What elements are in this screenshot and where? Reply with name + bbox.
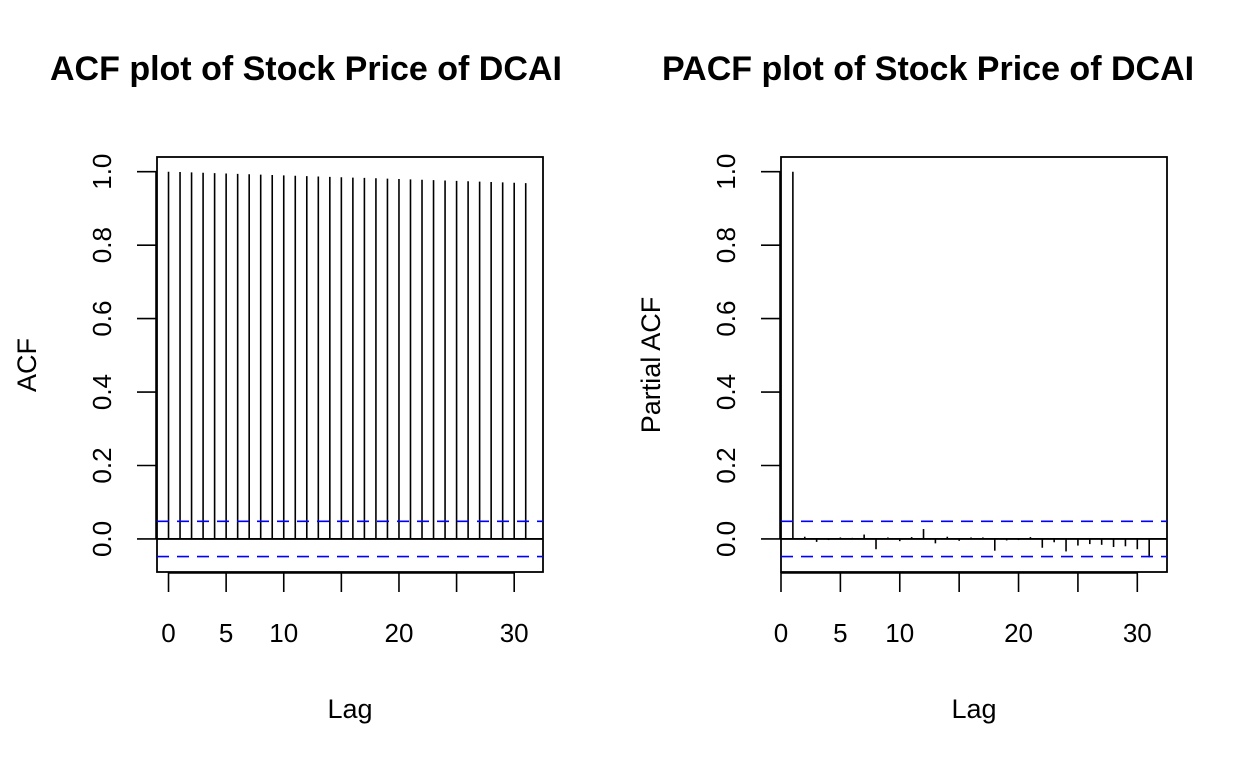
pacf-confidence-lines bbox=[781, 520, 1167, 558]
pacf-x-axis: 0 5 10 20 30 bbox=[774, 572, 1152, 648]
pacf-panel: PACF plot of Stock Price of DCAI 0 5 10 20 3… bbox=[636, 50, 1194, 724]
acf-y-tick-label-3: 0.6 bbox=[87, 301, 117, 337]
acf-y-axis: 0.0 0.2 0.4 0.6 0.8 1.0 bbox=[87, 154, 157, 557]
acf-bars bbox=[157, 171, 543, 540]
pacf-y-axis: 0.0 0.2 0.4 0.6 0.8 1.0 bbox=[711, 154, 781, 557]
acf-x-tick-label-0: 0 bbox=[161, 618, 175, 648]
acf-y-tick-label-1: 0.2 bbox=[87, 447, 117, 483]
pacf-x-axis-label: Lag bbox=[951, 694, 996, 724]
pacf-y-tick-label-2: 0.4 bbox=[711, 374, 741, 410]
acf-x-tick-label-20: 20 bbox=[385, 618, 414, 648]
pacf-bars bbox=[781, 171, 1167, 558]
pacf-x-tick-label-30: 30 bbox=[1123, 618, 1152, 648]
acf-y-tick-label-2: 0.4 bbox=[87, 374, 117, 410]
pacf-y-axis-label: Partial ACF bbox=[636, 297, 666, 434]
pacf-x-tick-label-10: 10 bbox=[885, 618, 914, 648]
acf-y-axis-label: ACF bbox=[12, 338, 42, 392]
acf-x-tick-label-30: 30 bbox=[500, 618, 529, 648]
pacf-x-tick-label-0: 0 bbox=[774, 618, 788, 648]
acf-confidence-lines bbox=[157, 520, 543, 558]
acf-y-tick-label-0: 0.0 bbox=[87, 521, 117, 557]
pacf-y-tick-label-3: 0.6 bbox=[711, 301, 741, 337]
pacf-x-tick-label-5: 5 bbox=[833, 618, 847, 648]
pacf-y-tick-label-4: 0.8 bbox=[711, 227, 741, 263]
acf-x-axis: 0 5 10 20 30 bbox=[161, 572, 529, 648]
pacf-y-tick-label-5: 1.0 bbox=[711, 154, 741, 190]
acf-y-tick-label-4: 0.8 bbox=[87, 227, 117, 263]
acf-title: ACF plot of Stock Price of DCAI bbox=[50, 50, 562, 88]
pacf-y-tick-label-0: 0.0 bbox=[711, 521, 741, 557]
pacf-title: PACF plot of Stock Price of DCAI bbox=[662, 50, 1194, 88]
acf-x-axis-label: Lag bbox=[327, 694, 372, 724]
acf-y-tick-label-5: 1.0 bbox=[87, 154, 117, 190]
pacf-plot-border bbox=[780, 156, 1168, 573]
pacf-y-tick-label-1: 0.2 bbox=[711, 447, 741, 483]
pacf-x-tick-label-20: 20 bbox=[1004, 618, 1033, 648]
acf-plot-border bbox=[156, 156, 544, 573]
acf-x-tick-label-5: 5 bbox=[219, 618, 233, 648]
acf-panel: ACF plot of Stock Price of DCAI 0 5 10 20 30… bbox=[12, 50, 562, 724]
acf-x-tick-label-10: 10 bbox=[269, 618, 298, 648]
